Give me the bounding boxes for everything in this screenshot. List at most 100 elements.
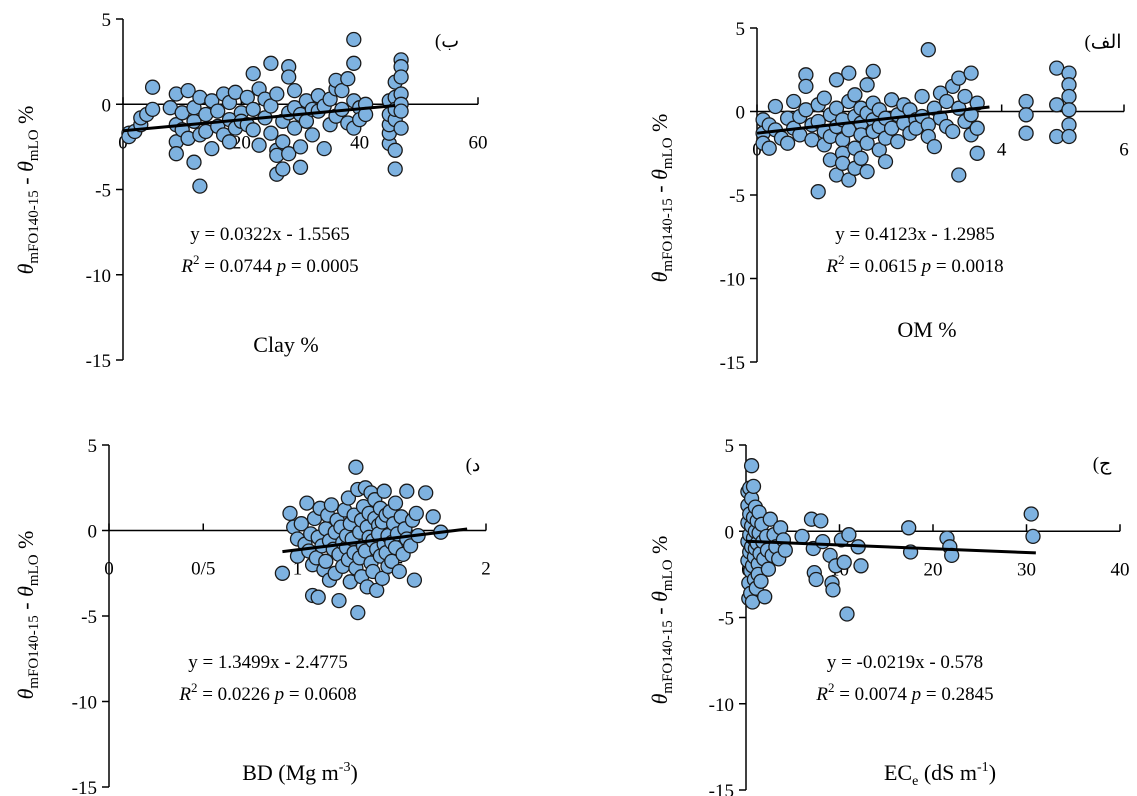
x-tick-label: 0/5: [191, 559, 215, 580]
data-point: [402, 538, 419, 554]
data-point: [794, 528, 810, 545]
data-point: [348, 459, 364, 475]
data-point: [281, 69, 297, 85]
data-point: [251, 137, 267, 153]
regression-equation: y = 1.3499x - 2.4775: [188, 652, 348, 673]
data-point: [901, 520, 917, 536]
regression-equation: y = -0.0219x - 0.578: [827, 652, 983, 673]
x-tick-label: 20: [924, 559, 943, 580]
y-axis-label: θmFO140-15 - θmLO %: [647, 114, 676, 283]
data-point: [877, 153, 894, 170]
y-tick-label: -15: [86, 351, 111, 372]
data-point: [144, 79, 161, 95]
data-point: [1023, 506, 1039, 522]
data-point: [350, 604, 366, 621]
data-point: [144, 101, 161, 118]
data-point: [293, 516, 309, 532]
data-point: [865, 63, 881, 80]
data-point: [753, 573, 769, 589]
panel-tag: (ج: [1093, 454, 1112, 475]
x-tick-label: 0: [118, 132, 128, 153]
data-point: [815, 533, 831, 550]
data-point: [316, 140, 332, 157]
data-point: [245, 101, 261, 118]
data-point: [425, 509, 441, 525]
data-point: [318, 553, 334, 569]
data-point: [1061, 128, 1077, 145]
y-axis-label: θmFO140-15 - θmLO %: [13, 106, 42, 275]
data-point: [828, 72, 845, 88]
data-point: [299, 495, 315, 511]
y-tick-label: -10: [86, 266, 111, 287]
y-tick-label: -5: [729, 186, 745, 207]
data-point: [969, 120, 985, 136]
data-point: [331, 592, 347, 609]
x-tick-label: 4: [997, 140, 1007, 161]
y-tick-label: 5: [725, 436, 735, 457]
data-point: [263, 55, 279, 71]
y-tick-label: -10: [720, 270, 745, 291]
data-point: [274, 565, 291, 581]
r-squared-p-value: R2 = 0.0615 p = 0.0018: [825, 252, 1003, 277]
data-point: [346, 31, 362, 48]
data-point: [767, 98, 784, 115]
y-axis-label: θmFO140-15 - θmLO %: [13, 531, 42, 700]
r-squared-p-value: R2 = 0.0744 p = 0.0005: [180, 252, 358, 277]
chart-panel-ec: 50-5-10-15010203040θmFO140-15 - θmLO %y …: [647, 436, 1130, 796]
data-point: [859, 135, 875, 151]
data-point: [777, 542, 793, 558]
data-point: [813, 513, 829, 529]
y-tick-label: 5: [736, 19, 746, 40]
data-point: [762, 511, 778, 527]
data-point: [286, 120, 303, 136]
data-point: [304, 127, 320, 143]
data-point: [406, 572, 423, 588]
data-point: [808, 571, 824, 588]
data-point: [951, 167, 967, 183]
data-point: [245, 122, 261, 138]
data-point: [745, 478, 762, 495]
panel-tag: (ب: [435, 31, 459, 52]
y-tick-label: -10: [72, 693, 97, 714]
data-point: [387, 495, 404, 511]
data-point: [957, 88, 973, 105]
x-tick-label: 60: [469, 132, 488, 153]
data-point: [798, 78, 814, 95]
data-point: [340, 71, 356, 87]
y-tick-label: 5: [102, 10, 112, 31]
data-point: [816, 90, 832, 106]
data-point: [847, 87, 863, 103]
regression-equation: y = 0.4123x - 1.2985: [835, 224, 995, 245]
x-tick-label: 40: [350, 132, 369, 153]
data-point: [1025, 528, 1041, 545]
y-tick-label: 0: [736, 103, 746, 124]
y-tick-label: -15: [720, 353, 745, 374]
data-point: [221, 134, 238, 150]
data-point: [890, 133, 906, 150]
data-point: [760, 561, 777, 577]
x-tick-label: 40: [1111, 559, 1130, 580]
y-tick-label: -5: [718, 609, 734, 630]
data-point: [168, 146, 184, 162]
data-point: [292, 139, 309, 155]
y-tick-label: 0: [725, 522, 735, 543]
x-axis-label: ECe (dS m-1): [884, 760, 996, 789]
data-point: [871, 142, 887, 158]
data-point: [969, 145, 985, 161]
data-point: [841, 527, 857, 543]
data-point: [743, 458, 760, 474]
data-point: [391, 563, 407, 580]
data-point: [841, 172, 857, 188]
data-point: [853, 558, 869, 574]
data-point: [387, 161, 403, 177]
y-tick-label: -5: [81, 607, 97, 628]
data-point: [245, 65, 261, 82]
data-point: [963, 65, 979, 81]
data-point: [779, 135, 796, 151]
data-point: [1061, 88, 1077, 105]
x-tick-label: 0: [104, 559, 114, 580]
data-point: [263, 125, 279, 141]
data-point: [1061, 102, 1077, 118]
